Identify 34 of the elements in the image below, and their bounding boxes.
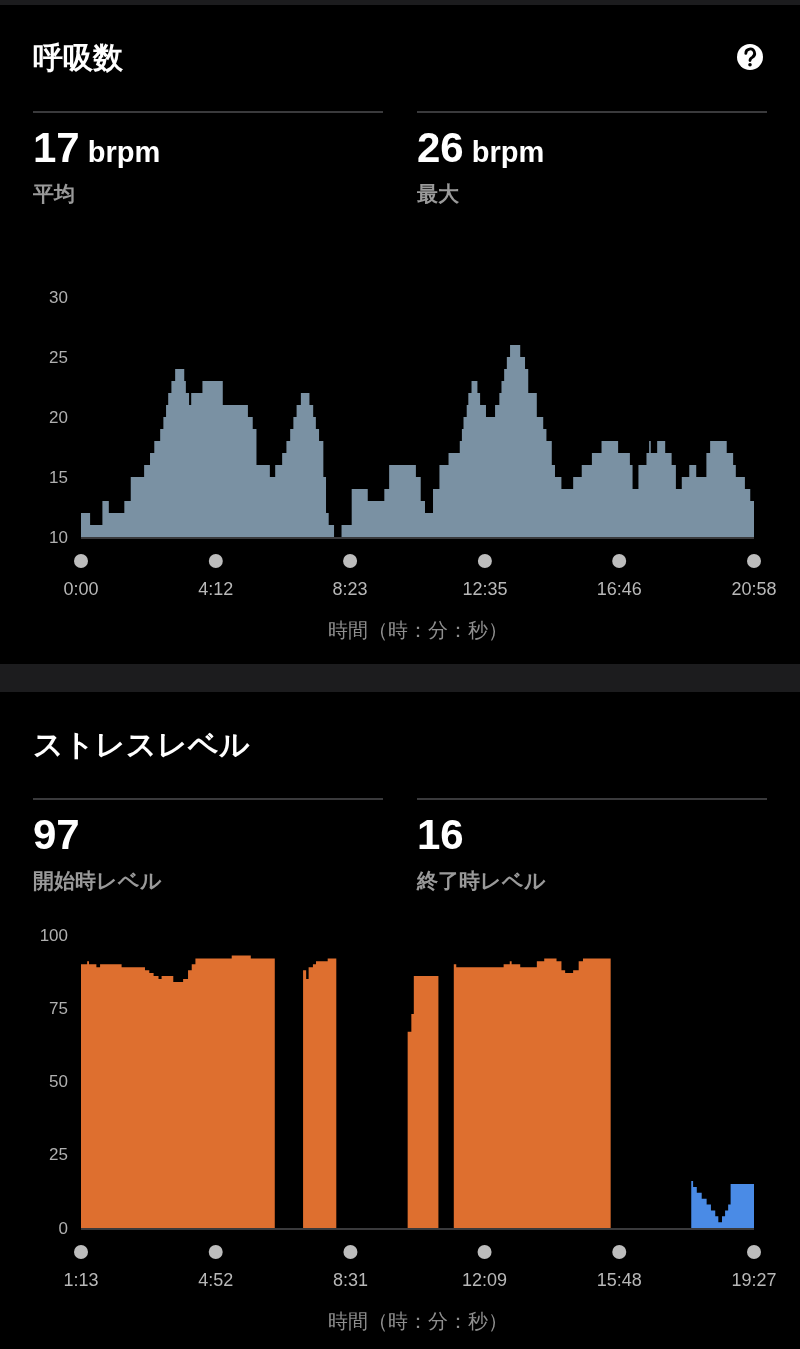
x-tick-label: 8:23	[332, 579, 368, 599]
y-tick-label: 25	[49, 347, 68, 367]
text: 26 brpm	[417, 124, 545, 171]
text: 終了時レベル	[416, 869, 546, 892]
text: 16	[417, 811, 464, 858]
text: 開始時レベル	[33, 869, 162, 892]
x-tick-label: 0:00	[63, 579, 99, 599]
y-tick-label: 25	[49, 1145, 68, 1165]
y-tick-label: 50	[49, 1072, 68, 1091]
x-axis-title: 時間（時：分：秒）	[327, 1310, 508, 1332]
x-tick-label: 16:46	[596, 579, 642, 599]
x-tick-label: 12:09	[462, 1270, 508, 1290]
x-tick-label: 19:27	[731, 1270, 777, 1290]
y-tick-label: 10	[49, 527, 68, 547]
x-tick-label: 20:58	[731, 579, 777, 599]
chart-title: ストレスレベル	[33, 728, 250, 761]
x-tick-label: 8:31	[332, 1270, 368, 1290]
x-axis-title: 時間（時：分：秒）	[327, 619, 508, 641]
text: 平均	[32, 182, 75, 205]
text: 17 brpm	[33, 124, 161, 171]
y-tick-label: 75	[49, 998, 68, 1018]
x-tick-label: 12:35	[462, 579, 508, 599]
y-tick-label: 20	[49, 407, 68, 427]
text: 最大	[416, 182, 460, 205]
y-tick-label: 0	[58, 1218, 68, 1238]
x-tick-label: 1:13	[63, 1270, 99, 1290]
x-tick-label: 15:48	[596, 1270, 642, 1290]
chart-title: 呼吸数	[33, 41, 124, 74]
x-tick-label: 4:52	[198, 1270, 234, 1290]
x-tick-label: 4:12	[198, 579, 234, 599]
y-tick-label: 15	[49, 467, 68, 487]
text: 97	[33, 811, 80, 858]
y-tick-label: 30	[49, 287, 68, 307]
y-tick-label: 100	[39, 925, 68, 945]
